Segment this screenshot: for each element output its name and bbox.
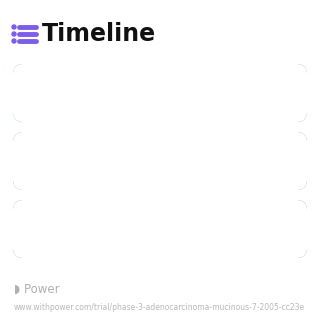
- FancyBboxPatch shape: [13, 64, 307, 122]
- Text: Timeline: Timeline: [42, 22, 156, 46]
- Text: 3 weeks: 3 weeks: [233, 85, 293, 100]
- Text: Follow ups ~: Follow ups ~: [31, 221, 124, 236]
- Text: Screening ~: Screening ~: [31, 85, 121, 100]
- Circle shape: [12, 25, 16, 29]
- Text: www.withpower.com/trial/phase-3-adenocarcinoma-mucinous-7-2005-cc23e: www.withpower.com/trial/phase-3-adenocar…: [14, 302, 305, 312]
- Circle shape: [12, 32, 16, 36]
- FancyBboxPatch shape: [13, 132, 307, 190]
- Text: Varies: Varies: [248, 153, 293, 168]
- Text: ◗ Power: ◗ Power: [14, 283, 60, 296]
- Text: Treatment ~: Treatment ~: [31, 153, 123, 168]
- Circle shape: [12, 39, 16, 43]
- Text: up to 10 years: up to 10 years: [187, 221, 293, 236]
- FancyBboxPatch shape: [13, 200, 307, 258]
